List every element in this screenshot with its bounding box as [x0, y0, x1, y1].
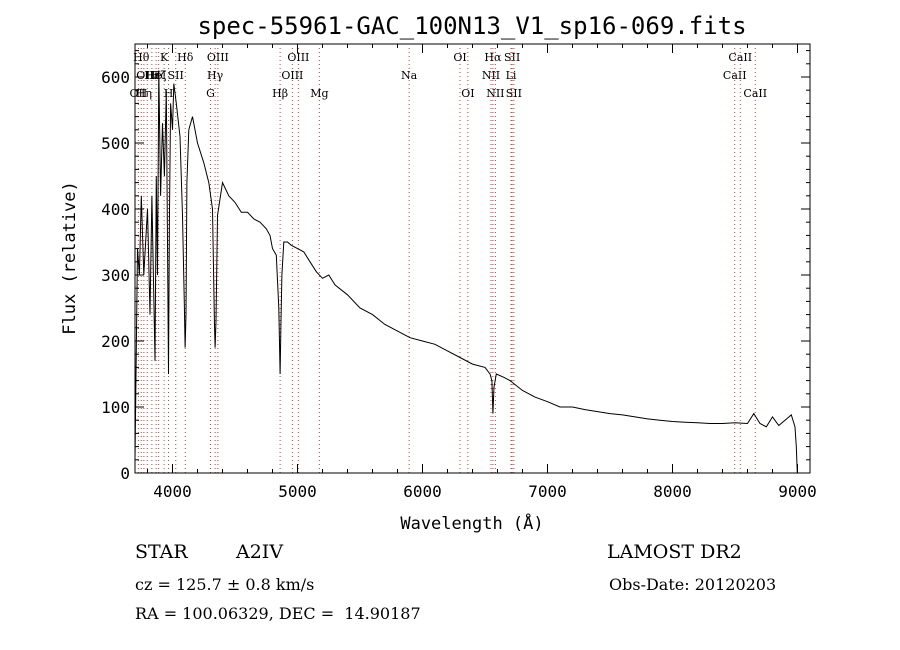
line-marker-label-2: Hη	[136, 87, 152, 100]
line-marker-label-1: Hθ	[133, 51, 150, 64]
x-tick-label-3: 7000	[528, 482, 567, 501]
line-marker-label-14: Hβ	[272, 87, 288, 100]
line-marker-label-9: SII	[168, 69, 184, 82]
line-marker-label-15: OIII	[281, 69, 303, 82]
emission-line-markers: OIIHθHηOIIIHεHeIHζKHSIIHδGHγOIIIHβOIIIOI…	[130, 48, 767, 473]
line-marker-label-17: Mg	[310, 87, 328, 100]
line-marker-label-10: Hδ	[177, 51, 194, 64]
chart-title: spec-55961-GAC_100N13_V1_sp16-069.fits	[197, 12, 746, 40]
line-marker-label-23: NII	[486, 87, 504, 100]
line-marker-label-18: Na	[401, 69, 418, 82]
y-tick-label-6: 600	[101, 68, 130, 87]
y-tick-label-2: 200	[101, 332, 130, 351]
object-class: STAR	[135, 541, 188, 563]
line-marker-label-24: Li	[506, 69, 517, 82]
x-tick-label-1: 5000	[278, 482, 317, 501]
line-marker-label-12: Hγ	[207, 69, 224, 82]
line-marker-label-7: K	[160, 51, 169, 64]
spectrum-series	[134, 70, 798, 474]
line-marker-label-8: H	[164, 87, 174, 100]
line-marker-label-22: Hα	[484, 51, 502, 64]
line-marker-label-28: CaII	[728, 51, 752, 64]
spectrum-line	[134, 70, 798, 474]
y-tick-label-3: 300	[101, 266, 130, 285]
y-tick-label-0: 0	[120, 464, 130, 483]
spectral-subclass: A2IV	[236, 541, 284, 563]
redshift-cz: cz = 125.7 ± 0.8 km/s	[135, 575, 315, 594]
y-tick-label-1: 100	[101, 398, 130, 417]
axis-ticks: 4000 5000 6000 7000 8000 9000 0 100 200 300 400 500…	[101, 44, 817, 501]
y-axis-label: Flux (relative)	[60, 181, 80, 335]
line-marker-label-3: OIII	[136, 69, 158, 82]
y-tick-label-5: 500	[101, 134, 130, 153]
x-tick-label-2: 6000	[403, 482, 442, 501]
line-marker-label-27: CaII	[723, 69, 747, 82]
line-marker-label-13: OIII	[207, 51, 229, 64]
line-marker-label-25: SII	[504, 51, 520, 64]
line-marker-label-21: NII	[482, 69, 500, 82]
x-tick-label-0: 4000	[153, 482, 192, 501]
line-marker-label-19: OI	[453, 51, 466, 64]
line-marker-label-5: HeI	[146, 69, 166, 82]
x-axis-label: Wavelength (Å)	[400, 512, 543, 534]
x-tick-label-5: 9000	[778, 482, 817, 501]
line-marker-label-26: SII	[506, 87, 522, 100]
line-marker-label-0: OII	[130, 87, 148, 100]
y-tick-label-4: 400	[101, 200, 130, 219]
x-tick-label-4: 8000	[653, 482, 692, 501]
line-marker-label-29: CaII	[743, 87, 767, 100]
survey-label: LAMOST DR2	[607, 541, 742, 563]
line-marker-label-16: OIII	[287, 51, 309, 64]
plot-frame	[134, 43, 811, 474]
observation-date: Obs-Date: 20120203	[609, 575, 777, 594]
coordinates: RA = 100.06329, DEC = 14.90187	[135, 604, 421, 623]
line-marker-label-11: G	[206, 87, 215, 100]
line-marker-label-20: OI	[461, 87, 474, 100]
